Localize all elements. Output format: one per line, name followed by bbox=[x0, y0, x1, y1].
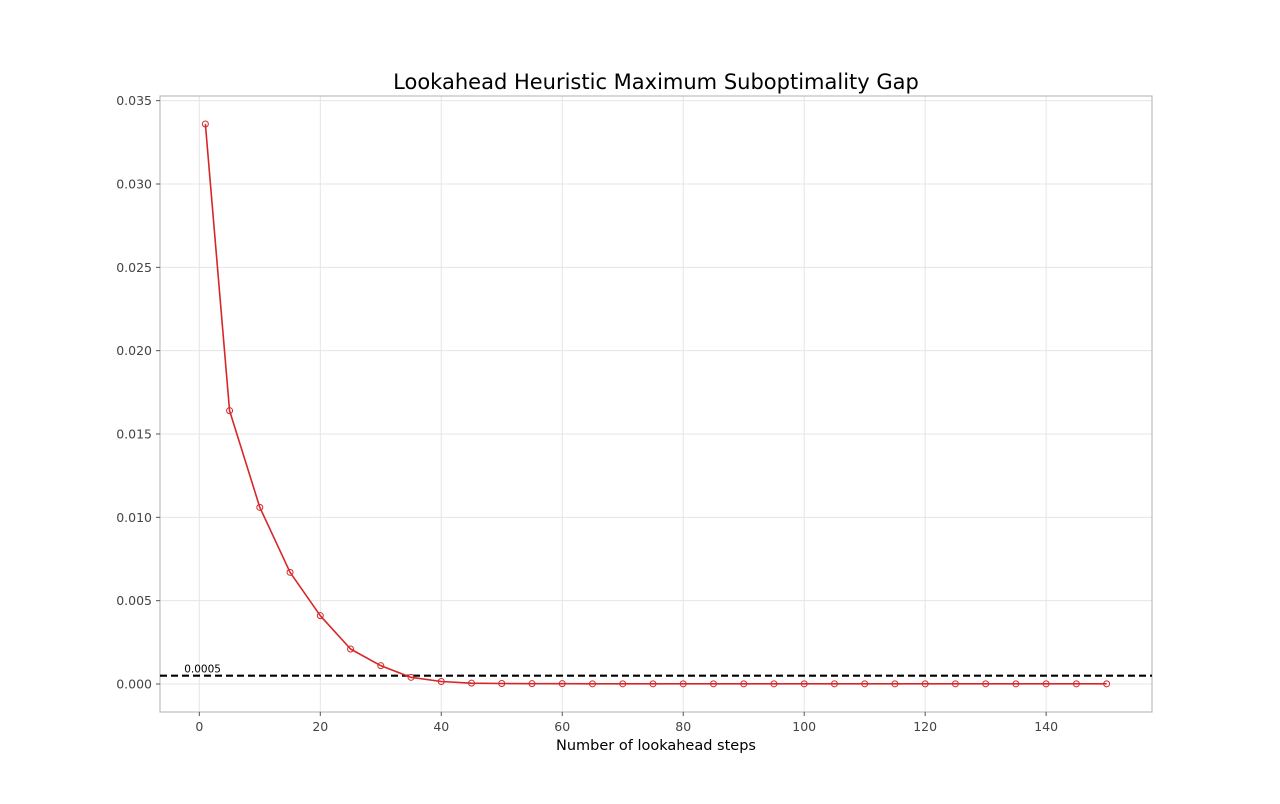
chart-title: Lookahead Heuristic Maximum Suboptimalit… bbox=[393, 70, 919, 94]
series-line bbox=[204, 123, 1107, 685]
data-point bbox=[679, 680, 687, 688]
data-point bbox=[1042, 680, 1050, 688]
data-point bbox=[201, 120, 209, 128]
data-point bbox=[619, 680, 627, 688]
data-point bbox=[921, 680, 929, 688]
y-tick-label: 0.025 bbox=[116, 260, 152, 275]
series-group bbox=[201, 120, 1111, 688]
data-point bbox=[709, 680, 717, 688]
x-tick-label: 60 bbox=[554, 719, 570, 734]
x-tick-label: 140 bbox=[1034, 719, 1058, 734]
x-tick-label: 20 bbox=[312, 719, 328, 734]
data-point bbox=[1012, 680, 1020, 688]
y-tick-label: 0.030 bbox=[116, 177, 152, 192]
y-tick-label: 0.000 bbox=[116, 677, 152, 692]
data-point bbox=[377, 662, 385, 670]
y-axis-ticks: 0.000 0.005 0.010 0.015 0.020 0.025 0.030 0.035 bbox=[116, 93, 160, 692]
y-tick-label: 0.035 bbox=[116, 93, 152, 108]
data-point bbox=[830, 680, 838, 688]
data-point bbox=[982, 680, 990, 688]
data-point bbox=[891, 680, 899, 688]
y-tick-label: 0.010 bbox=[116, 510, 152, 525]
x-tick-label: 120 bbox=[913, 719, 937, 734]
reference-line-group: 0.0005 bbox=[160, 664, 1152, 677]
data-point bbox=[740, 680, 748, 688]
x-axis-label: Number of lookahead steps bbox=[556, 738, 756, 754]
data-point bbox=[407, 673, 415, 681]
data-point bbox=[528, 680, 536, 688]
data-point bbox=[316, 612, 324, 620]
y-tick-label: 0.015 bbox=[116, 427, 152, 442]
data-point bbox=[347, 645, 355, 653]
x-tick-label: 80 bbox=[675, 719, 691, 734]
data-point bbox=[286, 568, 294, 576]
data-point bbox=[588, 680, 596, 688]
data-point bbox=[437, 678, 445, 685]
data-point bbox=[1072, 680, 1080, 688]
data-point bbox=[770, 680, 778, 688]
y-tick-label: 0.020 bbox=[116, 343, 152, 358]
data-point bbox=[800, 680, 808, 688]
reference-line-label: 0.0005 bbox=[184, 664, 221, 676]
data-point bbox=[951, 680, 959, 688]
y-tick-label: 0.005 bbox=[116, 593, 152, 608]
x-axis-ticks: 0 20 40 60 80 100 120 140 bbox=[195, 712, 1058, 734]
x-tick-label: 40 bbox=[433, 719, 449, 734]
data-point bbox=[468, 679, 476, 687]
data-point bbox=[649, 680, 657, 688]
data-point bbox=[256, 503, 264, 511]
data-point bbox=[861, 680, 869, 688]
plot-area-frame bbox=[159, 95, 1153, 713]
data-point bbox=[226, 407, 234, 415]
data-point bbox=[498, 680, 506, 687]
x-tick-label: 100 bbox=[792, 719, 816, 734]
data-point bbox=[1103, 680, 1111, 688]
grid-lines bbox=[160, 96, 1152, 712]
x-tick-label: 0 bbox=[195, 719, 203, 734]
data-point bbox=[558, 680, 566, 688]
